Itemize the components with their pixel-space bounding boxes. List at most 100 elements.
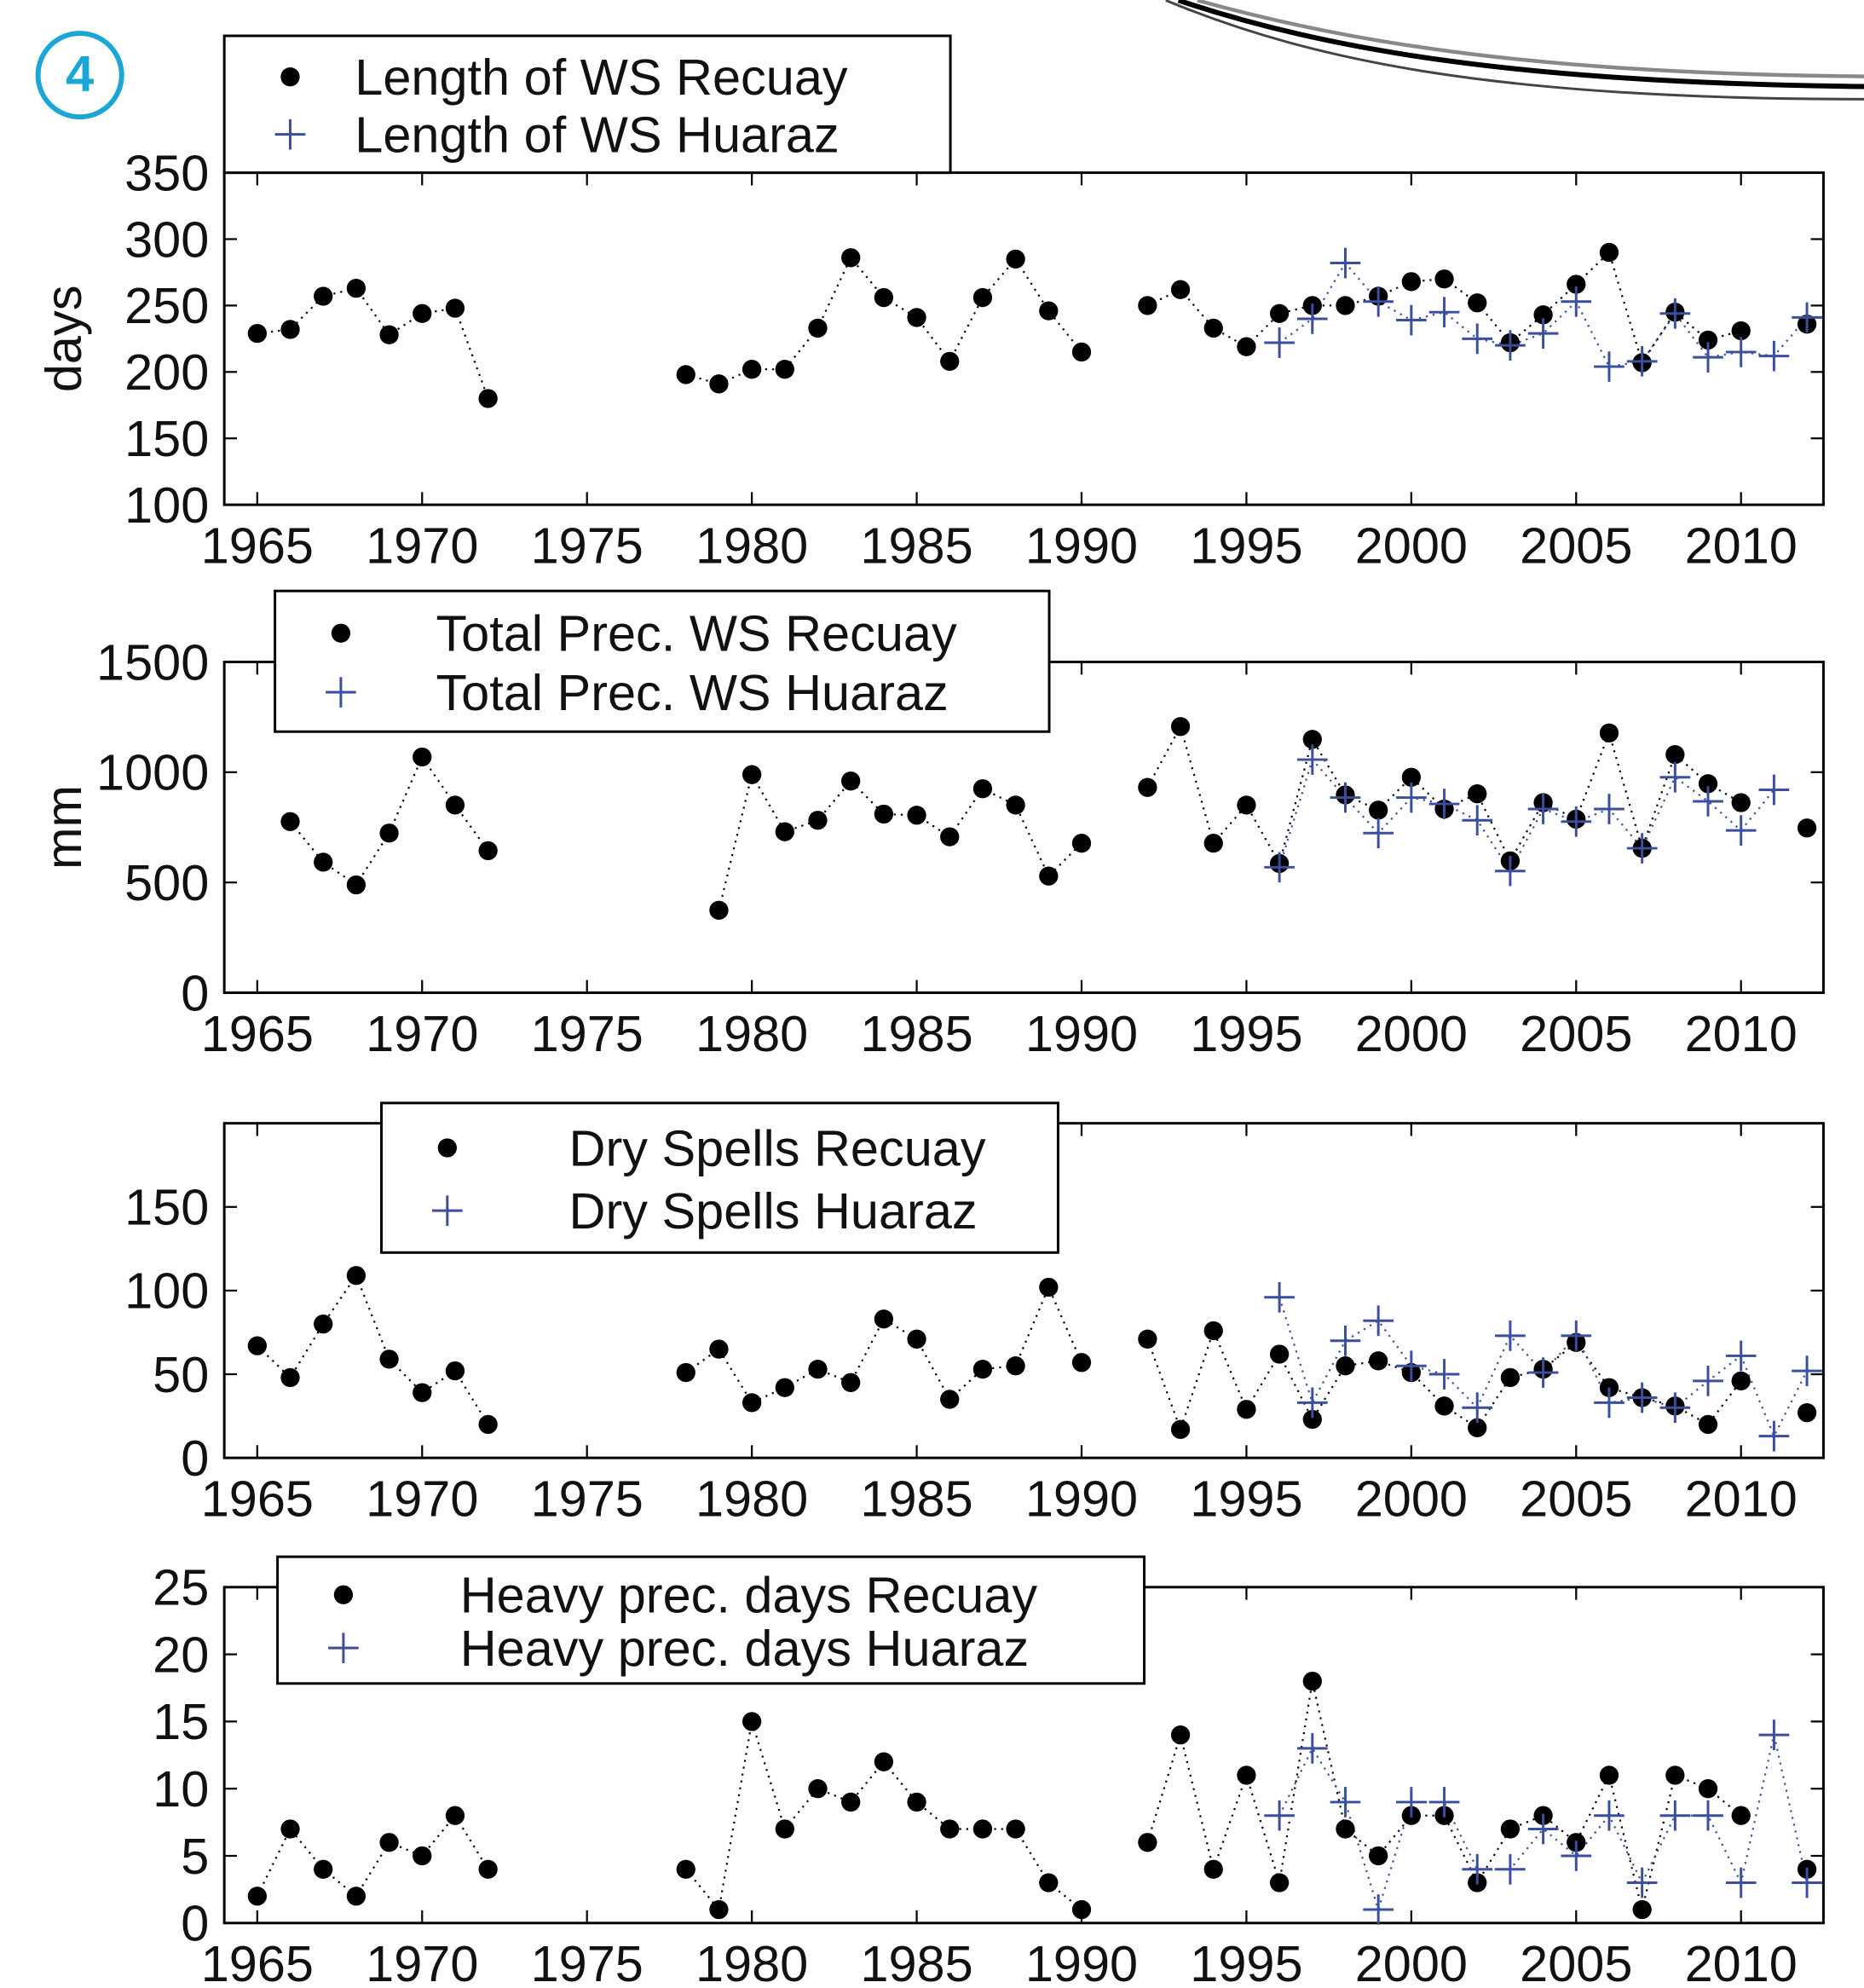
x-tick-label: 1975 [531,1471,643,1528]
y-tick-label: 200 [124,344,209,401]
point [1171,1420,1190,1439]
point [742,1712,761,1731]
point [1006,795,1024,814]
point [808,319,827,338]
point [1600,1766,1619,1784]
y-tick-label: 10 [153,1760,209,1818]
point [1434,1396,1453,1415]
point [1633,1900,1652,1919]
point [1369,1351,1388,1370]
y-tick-label: 150 [124,410,209,467]
x-tick-label: 2000 [1355,1935,1468,1988]
point [1732,793,1751,812]
point [776,360,794,379]
x-tick-label: 2000 [1355,517,1468,575]
x-tick-label: 1975 [531,1005,643,1062]
point [709,374,728,393]
y-tick-label: 100 [124,1263,209,1320]
x-tick-label: 2010 [1685,1471,1798,1528]
x-tick-label: 1990 [1025,1935,1138,1988]
point [677,365,695,384]
point [280,1819,299,1838]
point [1237,1400,1255,1419]
point [1237,338,1255,356]
point [1039,867,1058,886]
x-tick-label: 1970 [366,517,478,575]
x-tick-label: 2005 [1520,517,1632,575]
point [874,1309,893,1328]
legend-marker [438,1138,457,1157]
point [973,1360,992,1378]
y-tick-label: 5 [181,1828,209,1885]
point [1600,724,1619,743]
point [379,1833,398,1852]
point [1171,717,1190,736]
x-tick-label: 1965 [201,1935,314,1988]
point [907,308,926,327]
point [413,1383,431,1401]
y-tick-label: 150 [124,1179,209,1236]
legend-label: Length of WS Huaraz [355,106,839,163]
legend-label: Total Prec. WS Recuay [436,605,957,662]
point [248,324,267,343]
y-tick-label: 1500 [96,633,209,691]
point [808,1360,827,1378]
point [1171,280,1190,299]
x-tick-label: 1970 [366,1005,478,1062]
x-tick-label: 1975 [531,1935,643,1988]
point [1665,745,1684,764]
point [940,352,959,371]
x-tick-label: 2005 [1520,1471,1632,1528]
x-tick-label: 1990 [1025,517,1138,575]
point [1138,1833,1157,1852]
point [446,795,465,814]
point [1072,834,1091,852]
x-tick-label: 1980 [695,1005,808,1062]
point [446,298,465,317]
x-tick-label: 1985 [860,1471,972,1528]
point [742,360,761,379]
x-tick-label: 1995 [1190,1935,1302,1988]
point [1369,1846,1388,1865]
point [1798,1403,1816,1422]
figure: 4 10015020025030035019651970197519801985… [0,0,1864,1988]
point [907,1793,926,1812]
legend-label: Dry Spells Huaraz [569,1182,978,1240]
point [1699,1779,1717,1798]
x-tick-label: 1965 [201,517,314,575]
point [446,1806,465,1825]
point [347,876,366,894]
x-tick-label: 2005 [1520,1935,1632,1988]
point [413,304,431,323]
point [1336,296,1354,315]
point [1434,269,1453,288]
point [1270,304,1289,323]
point [1501,1819,1520,1838]
point [1270,1344,1289,1363]
point [478,841,497,860]
point [1336,1356,1354,1375]
legend-label: Heavy prec. days Huaraz [460,1620,1029,1677]
point [478,389,497,407]
x-tick-label: 1990 [1025,1471,1138,1528]
x-tick-label: 2010 [1685,1005,1798,1062]
x-tick-label: 1985 [860,1935,972,1988]
y-tick-label: 350 [124,144,209,201]
point [413,1846,431,1865]
x-tick-label: 1980 [695,517,808,575]
point [841,248,860,267]
legend-label: Length of WS Recuay [355,49,848,106]
point [1699,1415,1717,1434]
point [379,1349,398,1368]
y-tick-label: 100 [124,477,209,534]
x-tick-label: 2010 [1685,1935,1798,1988]
y-tick-label: 15 [153,1693,209,1750]
page: {"badge": "4", "chart_data": [ {"type": … [0,0,1864,1988]
x-tick-label: 1980 [695,1471,808,1528]
point [314,852,332,871]
point [1665,1766,1684,1784]
legend-label: Total Prec. WS Huaraz [436,664,948,721]
point [1006,250,1024,269]
point [314,1315,332,1333]
point [808,1779,827,1798]
